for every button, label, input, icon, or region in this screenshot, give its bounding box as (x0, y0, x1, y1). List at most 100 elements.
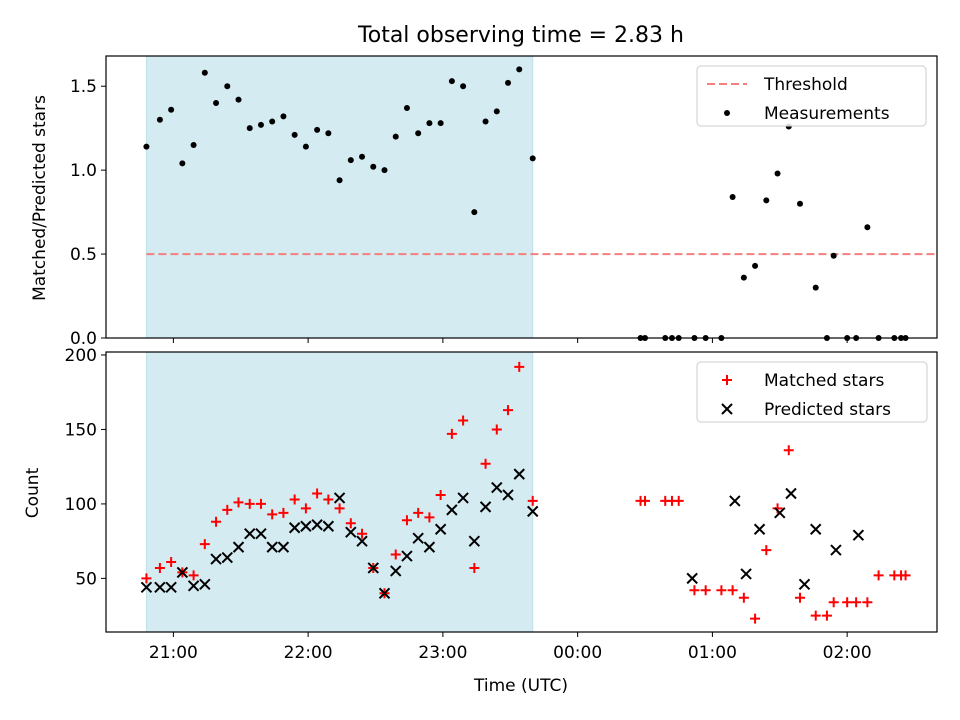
predicted-star-point (345, 526, 357, 538)
matched-star-point (689, 585, 700, 596)
predicted-star-point (244, 527, 256, 540)
bottom-y-tick-label: 150 (65, 420, 97, 440)
bottom-legend-box (696, 361, 928, 423)
predicted-star-point (165, 581, 177, 594)
top-y-tick-label: 1.0 (70, 161, 97, 181)
matched-star-point (794, 592, 805, 603)
predicted-star-point (753, 523, 766, 535)
measurement-point (370, 163, 377, 170)
matched-star-point (211, 516, 222, 527)
predicted-star-point (277, 541, 290, 553)
measurement-point (269, 118, 276, 125)
matched-star-point (424, 512, 435, 523)
measurement-point (864, 224, 871, 231)
x-tick-label: 01:00 (688, 643, 737, 663)
measurement-point (336, 177, 343, 184)
matched-star-point (761, 545, 772, 556)
matched-star-point (640, 495, 651, 506)
measurement-point (830, 252, 837, 259)
legend-predicted-swatch (721, 403, 733, 415)
legend-entry-label: Matched stars (764, 371, 884, 391)
matched-star-point (188, 570, 199, 581)
predicted-star-point (491, 481, 503, 494)
predicted-star-point (367, 562, 379, 574)
measurement-point (426, 120, 433, 127)
predicted-star-point (479, 501, 492, 513)
measurement-point (403, 105, 410, 112)
predicted-star-point (729, 495, 741, 507)
measurement-point (156, 116, 163, 123)
predicted-star-point (333, 492, 346, 504)
matched-star-point (278, 507, 289, 518)
matched-star-point (413, 507, 424, 518)
measurement-point (448, 78, 455, 85)
measurement-point (471, 209, 478, 216)
matched-star-point (491, 424, 502, 435)
measurement-point (437, 120, 444, 127)
matched-star-point (673, 495, 684, 506)
matched-star-point (821, 610, 832, 621)
x-tick-label: 22:00 (284, 643, 333, 663)
matched-star-point (700, 585, 711, 596)
measurement-point (168, 106, 175, 113)
predicted-star-point (527, 505, 539, 518)
predicted-star-point (852, 529, 865, 541)
matched-star-point (222, 504, 233, 515)
top-y-tick-label: 0.5 (70, 245, 97, 265)
top-shaded-interval (145, 55, 534, 339)
measurement-point (280, 113, 287, 120)
predicted-star-point (785, 487, 797, 500)
predicted-star-point (774, 507, 786, 519)
predicted-star-point (210, 553, 222, 565)
bottom-legend: Matched stars Predicted stars (696, 361, 928, 423)
matched-star-point (480, 458, 491, 469)
predicted-star-point (255, 527, 267, 540)
matched-star-point (255, 498, 266, 509)
matched-star-point (401, 515, 412, 526)
predicted-star-point (322, 520, 335, 532)
predicted-star-point (457, 492, 469, 504)
legend-entry-label: Measurements (764, 104, 890, 124)
predicted-star-point (740, 568, 752, 580)
measurement-point (224, 83, 231, 90)
matched-star-point (851, 597, 862, 608)
bottom-series-1 (140, 468, 865, 599)
predicted-star-point (434, 523, 447, 535)
measurement-point (302, 143, 309, 150)
matched-star-point (300, 503, 311, 514)
matched-star-point (842, 597, 853, 608)
x-tick-label: 00:00 (553, 643, 602, 663)
predicted-star-point (513, 468, 525, 480)
measurement-point (143, 143, 150, 150)
matched-star-point (527, 495, 538, 506)
matched-star-point (862, 597, 873, 608)
matched-star-point (233, 497, 244, 508)
measurement-point (774, 170, 781, 177)
legend-matched-swatch (722, 375, 732, 385)
measurement-point (796, 200, 803, 207)
measurement-point (812, 284, 819, 291)
predicted-star-point (686, 572, 698, 585)
predicted-star-point (390, 565, 402, 577)
chart-title: Total observing time = 2.83 h (357, 23, 684, 48)
predicted-star-point (830, 544, 842, 556)
top-legend-box (696, 65, 927, 127)
matched-star-point (154, 562, 165, 573)
matched-star-point (727, 585, 738, 596)
matched-star-point (312, 488, 323, 499)
top-y-tick-label: 1.5 (70, 77, 97, 97)
matched-star-point (289, 494, 300, 505)
measurement-point (415, 130, 422, 137)
measurement-point (201, 69, 208, 76)
measurement-point (493, 108, 500, 115)
measurement-point (359, 153, 366, 160)
measurement-point (516, 66, 523, 73)
legend-entry-label: Threshold (763, 75, 848, 95)
measurement-point (347, 157, 354, 164)
matched-star-point (446, 428, 457, 439)
matched-star-point (199, 539, 210, 550)
measurement-point (179, 160, 186, 167)
predicted-star-point (502, 489, 514, 501)
matched-star-point (244, 498, 255, 509)
